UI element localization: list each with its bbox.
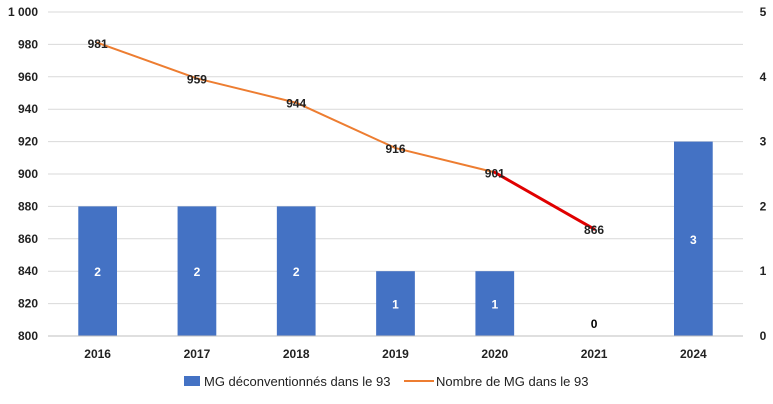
line-data-label: 944 (286, 97, 306, 111)
y2-tick-label: 1 (760, 264, 767, 278)
y-tick-label: 920 (18, 135, 38, 149)
bar (276, 206, 316, 336)
line-data-label: 866 (584, 223, 604, 237)
y-tick-label: 820 (18, 297, 38, 311)
line-data-label: 981 (88, 37, 108, 51)
bar-data-label: 3 (690, 233, 697, 247)
line-segment (96, 41, 198, 80)
y-tick-label: 1 000 (8, 5, 38, 19)
y-tick-label: 840 (18, 264, 38, 278)
legend-label-bars: MG déconventionnés dans le 93 (204, 374, 390, 389)
x-tick-label: 2021 (581, 347, 608, 361)
bar-data-label: 1 (392, 298, 399, 312)
bar (78, 206, 118, 336)
bars (78, 141, 713, 336)
x-tick-label: 2019 (382, 347, 409, 361)
bar-data-label: 1 (491, 298, 498, 312)
line-data-label: 959 (187, 72, 207, 86)
legend: MG déconventionnés dans le 93 Nombre de M… (184, 374, 588, 389)
y2-tick-label: 3 (760, 135, 767, 149)
y-tick-label: 800 (18, 329, 38, 343)
bar-data-label: 2 (194, 265, 201, 279)
y-tick-label: 940 (18, 102, 38, 116)
x-tick-label: 2017 (184, 347, 211, 361)
line-segment (295, 101, 397, 150)
y-tick-label: 860 (18, 232, 38, 246)
line-series (96, 41, 596, 231)
bar (673, 141, 713, 336)
line-data-label: 916 (385, 142, 405, 156)
legend-swatch-bars (184, 376, 200, 386)
y2-tick-label: 2 (760, 199, 767, 213)
bar (376, 271, 415, 336)
bar (177, 206, 217, 336)
y-tick-label: 960 (18, 70, 38, 84)
y2-tick-label: 5 (760, 5, 767, 19)
x-tick-label: 2024 (680, 347, 707, 361)
x-tick-label: 2016 (84, 347, 111, 361)
line-segment (394, 147, 496, 174)
x-tick-label: 2018 (283, 347, 310, 361)
y2-tick-label: 4 (760, 70, 767, 84)
y-tick-label: 980 (18, 37, 38, 51)
y-tick-label: 880 (18, 199, 38, 213)
x-tick-label: 2020 (481, 347, 508, 361)
line-data-label: 901 (485, 166, 505, 180)
line-segment-highlight (493, 170, 596, 231)
bar-data-label: 2 (293, 265, 300, 279)
bar-data-label: 2 (94, 265, 101, 279)
y-tick-label: 900 (18, 167, 38, 181)
bar-data-label: 0 (591, 317, 598, 331)
data-labels: 2 2 2 1 1 0 3 981 959 944 916 901 866 (88, 37, 697, 331)
axes: 800 820 840 860 880 900 920 940 960 980 1 000 0 1 2 3 4… (8, 5, 767, 361)
legend-label-line: Nombre de MG dans le 93 (436, 374, 588, 389)
gridlines (48, 11, 743, 305)
y2-tick-label: 0 (760, 329, 767, 343)
line-segment (195, 77, 298, 104)
bar (475, 271, 515, 336)
